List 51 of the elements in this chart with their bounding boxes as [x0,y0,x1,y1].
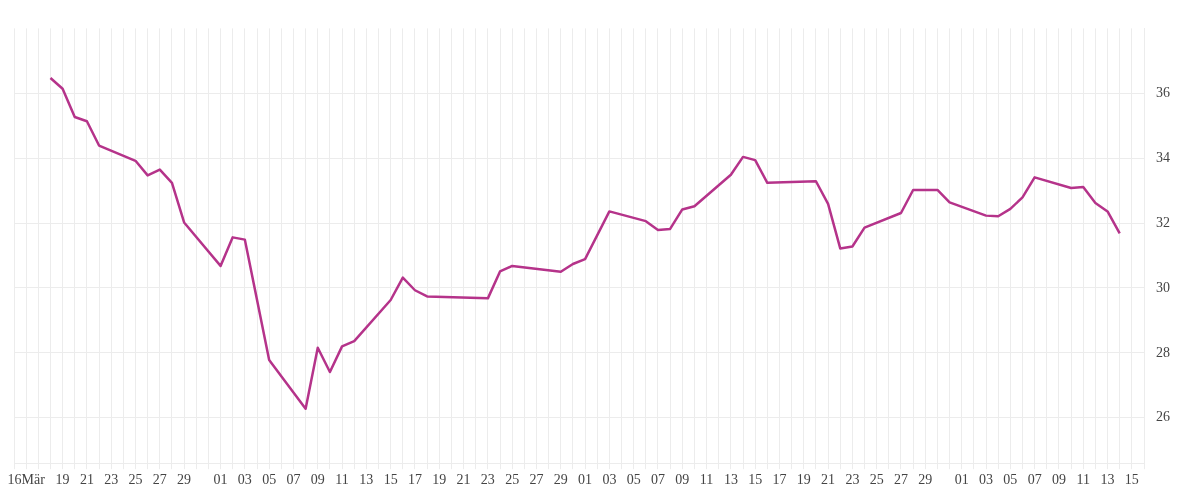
x-tick-label: 29 [553,472,568,488]
x-tick-label: 05 [626,472,641,488]
y-tick-label: 32 [1156,214,1170,230]
x-tick-label: 13 [1100,472,1115,488]
x-tick-label: 07 [650,472,665,488]
x-tick-label: 25 [505,472,520,488]
x-tick-label: 21 [821,472,836,488]
x-tick-label: 17 [772,472,787,488]
y-tick-label: 30 [1156,279,1170,295]
x-tick-label: 15 [1124,472,1139,488]
x-tick-label: 25 [128,472,143,488]
x-tick-label: 23 [104,472,119,488]
x-tick-label: 15 [383,472,398,488]
x-tick-label: 19 [55,472,70,488]
x-tick-label: 17 [407,472,422,488]
x-tick-label: 11 [335,472,349,488]
x-tick-label: 09 [675,472,690,488]
x-tick-label: 07 [1027,472,1042,488]
x-tick-label: 23 [480,472,495,488]
y-tick-label: 26 [1156,409,1170,425]
y-tick-label: 28 [1156,344,1170,360]
x-tick-label: 01 [954,472,969,488]
x-tick-label: 05 [1003,472,1018,488]
x-tick-label: 25 [869,472,884,488]
x-tick-label: 13 [359,472,374,488]
x-tick-label: 19 [432,472,447,488]
x-tick-label: 11 [1076,472,1090,488]
x-tick-label: 15 [748,472,763,488]
x-tick-label: 27 [893,472,908,488]
x-tick-label: 29 [177,472,192,488]
x-tick-label: 01 [213,472,228,488]
x-tick-label: 27 [152,472,167,488]
y-tick-label: 36 [1156,84,1170,100]
x-tick-label: 03 [602,472,617,488]
x-tick-label: 13 [723,472,738,488]
x-tick-label: 03 [237,472,252,488]
x-tick-label: 09 [310,472,325,488]
x-tick-label: 23 [845,472,860,488]
x-tick-label: 19 [796,472,811,488]
x-tick-label: 21 [456,472,471,488]
x-tick-label: 01 [578,472,593,488]
x-tick-label: 07 [286,472,301,488]
x-tick-label: 29 [918,472,933,488]
x-tick-label: 05 [262,472,277,488]
x-tick-label: 03 [979,472,994,488]
x-tick-label: 11 [699,472,714,488]
x-tick-label: 21 [79,472,94,488]
x-tick-label: 16Mär [7,472,46,488]
y-tick-label: 34 [1156,149,1170,165]
x-tick-label: 09 [1051,472,1066,488]
x-tick-label: 27 [529,472,544,488]
